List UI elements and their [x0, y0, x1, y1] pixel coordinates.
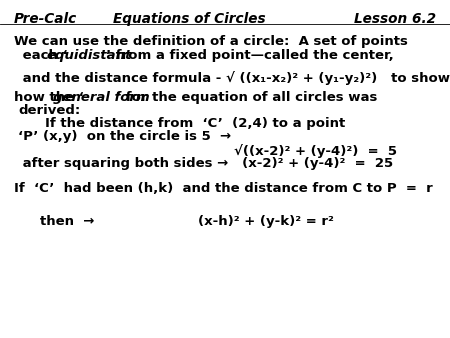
Text: how the ‘: how the ‘	[14, 91, 83, 104]
Text: and the distance formula - √ ((x₁-x₂)² + (y₁-y₂)²)   to show: and the distance formula - √ ((x₁-x₂)² +…	[18, 71, 450, 85]
Text: √((x-2)² + (y-4)²)  =  5: √((x-2)² + (y-4)²) = 5	[234, 144, 397, 158]
Text: Pre-Calc: Pre-Calc	[14, 12, 77, 26]
Text: general form: general form	[53, 91, 150, 104]
Text: Equations of Circles: Equations of Circles	[112, 12, 266, 26]
Text: If the distance from  ‘C’  (2,4) to a point: If the distance from ‘C’ (2,4) to a poin…	[45, 117, 345, 130]
Text: after squaring both sides →   (x-2)² + (y-4)²  =  25: after squaring both sides → (x-2)² + (y-…	[18, 157, 393, 170]
Text: each ‘: each ‘	[18, 49, 68, 62]
Text: (x-h)² + (y-k)² = r²: (x-h)² + (y-k)² = r²	[198, 215, 334, 227]
Text: If  ‘C’  had been (h,k)  and the distance from C to P  =  r: If ‘C’ had been (h,k) and the distance f…	[14, 182, 432, 195]
Text: ’ for the equation of all circles was: ’ for the equation of all circles was	[116, 91, 378, 104]
Text: ‘P’ (x,y)  on the circle is 5  →: ‘P’ (x,y) on the circle is 5 →	[18, 130, 231, 143]
Text: equidistant: equidistant	[47, 49, 132, 62]
Text: ’ from a fixed point—called the center,: ’ from a fixed point—called the center,	[106, 49, 394, 62]
Text: then  →: then →	[40, 215, 95, 227]
Text: Lesson 6.2: Lesson 6.2	[355, 12, 436, 26]
Text: derived:: derived:	[18, 104, 80, 117]
Text: We can use the definition of a circle:  A set of points: We can use the definition of a circle: A…	[14, 35, 407, 48]
